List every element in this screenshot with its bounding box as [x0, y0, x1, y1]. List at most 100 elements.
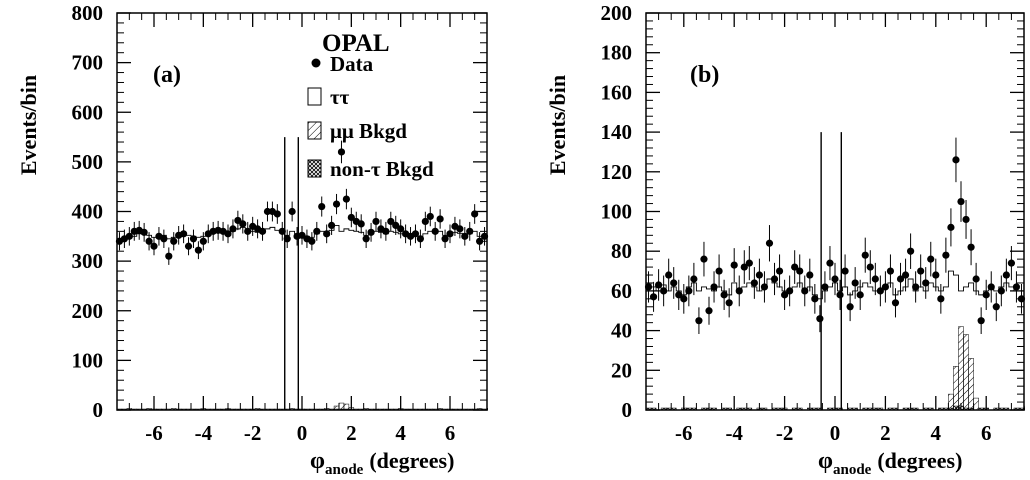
nontau-bar: [235, 408, 241, 411]
data-point: [180, 230, 188, 238]
data-point: [801, 287, 809, 295]
nontau-bar: [791, 407, 798, 411]
nontau-bar: [254, 408, 261, 411]
x-tick-label: 4: [931, 421, 942, 445]
data-point: [347, 213, 355, 222]
data-point: [456, 225, 464, 233]
nontau-bar: [998, 407, 1005, 411]
nontau-bar: [746, 407, 753, 411]
data-point: [876, 287, 884, 295]
y-tick-label: 20: [611, 358, 632, 382]
data-point: [224, 230, 232, 238]
data-point: [871, 275, 879, 283]
data-point: [896, 275, 905, 283]
data-point: [987, 283, 995, 291]
data-point: [263, 207, 272, 216]
nontau-bar: [353, 408, 359, 411]
data-point: [796, 267, 804, 275]
data-point: [229, 225, 237, 233]
data-point: [436, 215, 444, 223]
data-point: [313, 227, 321, 235]
data-point: [328, 221, 336, 229]
data-point: [700, 255, 708, 263]
data-point: [1012, 283, 1021, 291]
panel-label-a: (a): [153, 62, 181, 88]
nontau-bar: [741, 407, 748, 411]
nontau-bar: [289, 408, 295, 411]
nontau-bar: [195, 408, 202, 411]
data-point: [786, 287, 794, 295]
y-tick-label: 500: [72, 150, 104, 174]
data-point: [441, 235, 449, 243]
data-point: [967, 243, 975, 251]
mumu-bar: [973, 397, 979, 411]
data-point: [665, 271, 673, 279]
data-point: [901, 271, 910, 279]
data-point: [362, 235, 370, 243]
data-point: [670, 279, 678, 287]
data-point: [695, 317, 703, 325]
data-point: [806, 271, 814, 279]
y-tick-label: 140: [601, 120, 633, 144]
data-point: [781, 291, 789, 299]
data-point: [856, 291, 864, 299]
x-axis-label-symbol-b: φ: [818, 448, 833, 474]
data-point: [288, 207, 296, 216]
data-point: [917, 267, 925, 275]
data-point: [745, 259, 753, 267]
legend-marker-mumu: [307, 121, 322, 140]
nontau-bar: [402, 408, 409, 411]
x-axis-a: -6 -4 -2 0 2 4 6: [116, 13, 488, 445]
data-point: [387, 217, 395, 226]
nontau-bar: [269, 408, 276, 411]
data-point: [283, 235, 291, 243]
data-point: [165, 252, 173, 260]
nontau-bar: [432, 408, 438, 411]
data-point: [775, 267, 784, 275]
nontau-bar: [210, 408, 216, 411]
x-tick-label: -2: [776, 421, 794, 445]
data-point: [791, 263, 799, 271]
nontau-bar: [721, 407, 727, 411]
nontau-bar: [343, 408, 350, 411]
nontau-bar: [279, 408, 285, 411]
x-tick-label: -4: [725, 421, 743, 445]
nontau-bar: [131, 408, 137, 411]
y-tick-label: 200: [72, 299, 104, 323]
data-point: [957, 197, 965, 206]
nontau-bar: [407, 408, 414, 411]
panel-a: 0 100 200 300 400 500 600 700 800 -6 -4 -2 0 2 4 6 Eve…: [16, 1, 489, 478]
nontau-bar: [452, 408, 458, 411]
nontau-bar: [368, 408, 374, 411]
data-point: [273, 210, 281, 218]
data-point: [710, 283, 718, 291]
panel-b: 0 20 40 60 80 100 120 140 160 180 200 -6 -4 -2 0 2 4 6 E…: [545, 1, 1026, 478]
y-axis-label-a: Events/bin: [16, 75, 41, 175]
data-point: [760, 283, 769, 291]
data-point: [831, 275, 839, 283]
data-point: [937, 295, 945, 303]
nontau-bar: [691, 407, 697, 411]
nontau-bar: [943, 407, 949, 411]
data-point: [962, 215, 970, 224]
nontau-bar: [665, 407, 672, 411]
marks-b: [644, 132, 1026, 411]
y-tick-label: 40: [611, 319, 632, 343]
data-point: [730, 261, 738, 269]
mumu-bar: [948, 393, 954, 411]
nontau-bar: [190, 408, 197, 411]
nontau-bar: [304, 408, 310, 411]
series-tautau-histogram: [646, 270, 1025, 300]
data-point: [861, 251, 869, 259]
x-tick-label: 2: [880, 421, 891, 445]
data-point: [826, 259, 834, 267]
nontau-bar: [887, 407, 894, 411]
nontau-bar: [180, 408, 187, 411]
nontau-bar: [736, 407, 743, 411]
nontau-bar: [328, 408, 335, 411]
legend-marker-tautau: [307, 87, 322, 106]
nontau-bar: [462, 408, 468, 411]
y-tick-label: 160: [601, 80, 633, 104]
nontau-bar: [837, 407, 843, 411]
data-point: [922, 279, 930, 287]
